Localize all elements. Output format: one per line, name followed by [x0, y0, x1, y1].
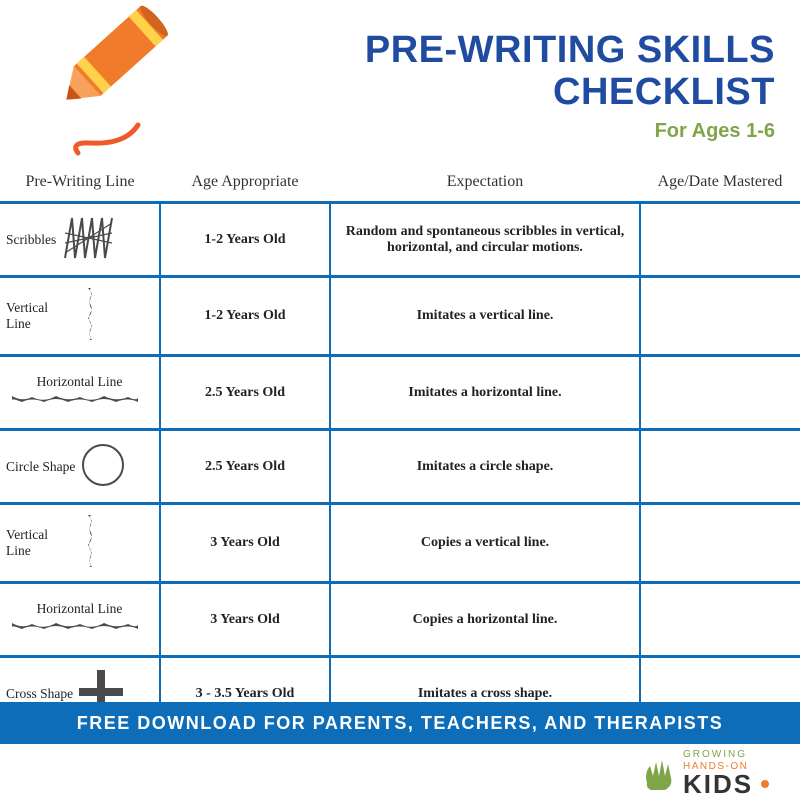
- skill-cell: Vertical Line: [0, 504, 160, 583]
- skill-cell: Horizontal Line: [0, 356, 160, 430]
- logo-line1: GROWING: [683, 749, 747, 760]
- mastered-cell[interactable]: [640, 203, 800, 277]
- title-block: PRE-WRITING SKILLS CHECKLIST For Ages 1-…: [365, 30, 775, 143]
- age-cell: 1-2 Years Old: [160, 203, 330, 277]
- expectation-cell: Imitates a circle shape.: [330, 430, 640, 504]
- expectation-cell: Copies a vertical line.: [330, 504, 640, 583]
- hline-icon: [10, 617, 153, 639]
- download-banner: FREE DOWNLOAD FOR PARENTS, TEACHERS, AND…: [0, 702, 800, 744]
- skills-table: Pre-Writing Line Age Appropriate Expecta…: [0, 165, 800, 731]
- vline-icon: [80, 286, 100, 346]
- table-row: Vertical Line 3 Years OldCopies a vertica…: [0, 504, 800, 583]
- table-row: Scribbles 1-2 Years OldRandom and spontan…: [0, 203, 800, 277]
- mastered-cell[interactable]: [640, 277, 800, 356]
- crayon-illustration: [30, 5, 180, 160]
- header: PRE-WRITING SKILLS CHECKLIST For Ages 1-…: [0, 0, 800, 165]
- skill-cell: Horizontal Line: [0, 583, 160, 657]
- expectation-cell: Imitates a vertical line.: [330, 277, 640, 356]
- skill-cell: Vertical Line: [0, 277, 160, 356]
- age-cell: 2.5 Years Old: [160, 430, 330, 504]
- table-header-row: Pre-Writing Line Age Appropriate Expecta…: [0, 165, 800, 203]
- table-row: Vertical Line 1-2 Years OldImitates a ver…: [0, 277, 800, 356]
- vline-icon: [80, 513, 100, 573]
- expectation-cell: Random and spontaneous scribbles in vert…: [330, 203, 640, 277]
- table-row: Horizontal Line3 Years OldCopies a horiz…: [0, 583, 800, 657]
- brand-logo: GROWING HANDS-ON KIDS: [637, 741, 792, 796]
- logo-line3: KIDS: [683, 769, 753, 796]
- skill-cell: Scribbles: [0, 203, 160, 277]
- skill-label: Cross Shape: [6, 686, 73, 702]
- skill-cell: Circle Shape: [0, 430, 160, 504]
- page-subtitle: For Ages 1-6: [365, 120, 775, 143]
- circle-icon: [79, 441, 127, 493]
- table-row: Horizontal Line2.5 Years OldImitates a h…: [0, 356, 800, 430]
- mastered-cell[interactable]: [640, 356, 800, 430]
- expectation-cell: Imitates a horizontal line.: [330, 356, 640, 430]
- skill-label: Vertical Line: [6, 300, 76, 332]
- mastered-cell[interactable]: [640, 430, 800, 504]
- skill-label: Scribbles: [6, 232, 56, 248]
- skill-label: Circle Shape: [6, 459, 75, 475]
- col-header-skill: Pre-Writing Line: [0, 165, 160, 203]
- banner-text: FREE DOWNLOAD FOR PARENTS, TEACHERS, AND…: [77, 713, 724, 734]
- table-row: Circle Shape 2.5 Years OldImitates a circ…: [0, 430, 800, 504]
- col-header-mastered: Age/Date Mastered: [640, 165, 800, 203]
- mastered-cell[interactable]: [640, 504, 800, 583]
- skill-label: Vertical Line: [6, 527, 76, 559]
- age-cell: 2.5 Years Old: [160, 356, 330, 430]
- age-cell: 1-2 Years Old: [160, 277, 330, 356]
- mastered-cell[interactable]: [640, 583, 800, 657]
- age-cell: 3 Years Old: [160, 504, 330, 583]
- col-header-age: Age Appropriate: [160, 165, 330, 203]
- col-header-expectation: Expectation: [330, 165, 640, 203]
- age-cell: 3 Years Old: [160, 583, 330, 657]
- expectation-cell: Copies a horizontal line.: [330, 583, 640, 657]
- page-title: PRE-WRITING SKILLS CHECKLIST: [365, 30, 775, 114]
- scribble-icon: [60, 213, 116, 267]
- hline-icon: [10, 390, 153, 412]
